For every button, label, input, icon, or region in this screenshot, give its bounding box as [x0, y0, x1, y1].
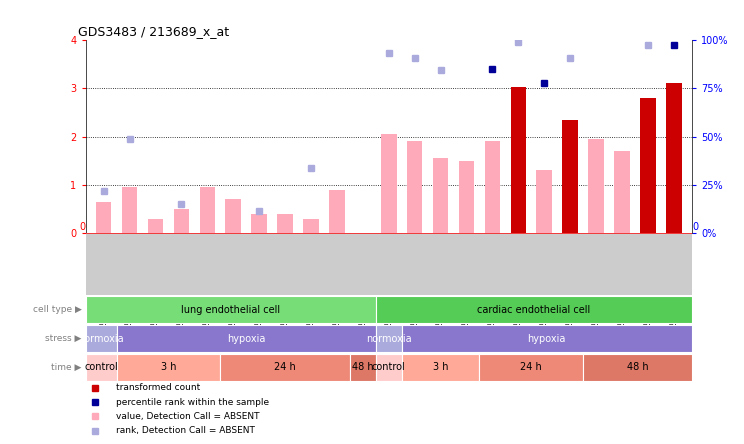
Text: stress ▶: stress ▶ — [45, 334, 82, 343]
Bar — [329, 190, 344, 233]
Bar — [117, 325, 376, 352]
Text: 24 h: 24 h — [275, 362, 296, 373]
Text: hypoxia: hypoxia — [527, 333, 566, 344]
Bar — [122, 187, 138, 233]
Bar — [278, 214, 293, 233]
Bar — [376, 354, 402, 381]
Bar — [220, 354, 350, 381]
Text: 0: 0 — [79, 222, 85, 232]
Text: lung endothelial cell: lung endothelial cell — [181, 305, 280, 315]
Bar — [381, 134, 397, 233]
Bar — [615, 151, 629, 233]
Bar — [376, 325, 402, 352]
Text: cell type ▶: cell type ▶ — [33, 305, 82, 314]
Bar — [199, 187, 215, 233]
Bar — [402, 354, 479, 381]
Bar — [510, 87, 526, 233]
Text: rank, Detection Call = ABSENT: rank, Detection Call = ABSENT — [116, 426, 254, 436]
Bar — [376, 297, 692, 323]
Bar — [117, 354, 220, 381]
Text: 48 h: 48 h — [626, 362, 648, 373]
Bar — [666, 83, 682, 233]
Text: control: control — [84, 362, 118, 373]
Text: control: control — [372, 362, 405, 373]
Text: hypoxia: hypoxia — [227, 333, 266, 344]
Bar — [583, 354, 692, 381]
Text: normoxia: normoxia — [366, 333, 411, 344]
Text: normoxia: normoxia — [78, 333, 124, 344]
Bar — [459, 161, 474, 233]
Bar — [86, 354, 117, 381]
Text: value, Detection Call = ABSENT: value, Detection Call = ABSENT — [116, 412, 260, 421]
Text: 0: 0 — [693, 222, 699, 232]
Text: time ▶: time ▶ — [51, 363, 82, 372]
Bar — [86, 325, 117, 352]
Bar — [562, 119, 578, 233]
Bar — [407, 141, 423, 233]
Bar — [640, 98, 655, 233]
Bar — [479, 354, 583, 381]
Bar — [96, 202, 112, 233]
Bar — [433, 158, 449, 233]
Bar — [86, 297, 376, 323]
Text: 3 h: 3 h — [433, 362, 449, 373]
Bar — [173, 209, 189, 233]
Text: 24 h: 24 h — [520, 362, 542, 373]
Bar — [589, 139, 604, 233]
Text: transformed count: transformed count — [116, 383, 200, 392]
Bar — [402, 325, 692, 352]
Text: percentile rank within the sample: percentile rank within the sample — [116, 397, 269, 407]
Text: cardiac endothelial cell: cardiac endothelial cell — [477, 305, 591, 315]
Bar — [148, 218, 163, 233]
Bar — [536, 170, 552, 233]
Bar — [251, 214, 267, 233]
Bar — [350, 354, 376, 381]
Text: GDS3483 / 213689_x_at: GDS3483 / 213689_x_at — [78, 25, 229, 38]
Text: 48 h: 48 h — [352, 362, 373, 373]
Bar — [304, 218, 318, 233]
Text: 3 h: 3 h — [161, 362, 176, 373]
Bar — [484, 141, 500, 233]
Bar — [225, 199, 241, 233]
